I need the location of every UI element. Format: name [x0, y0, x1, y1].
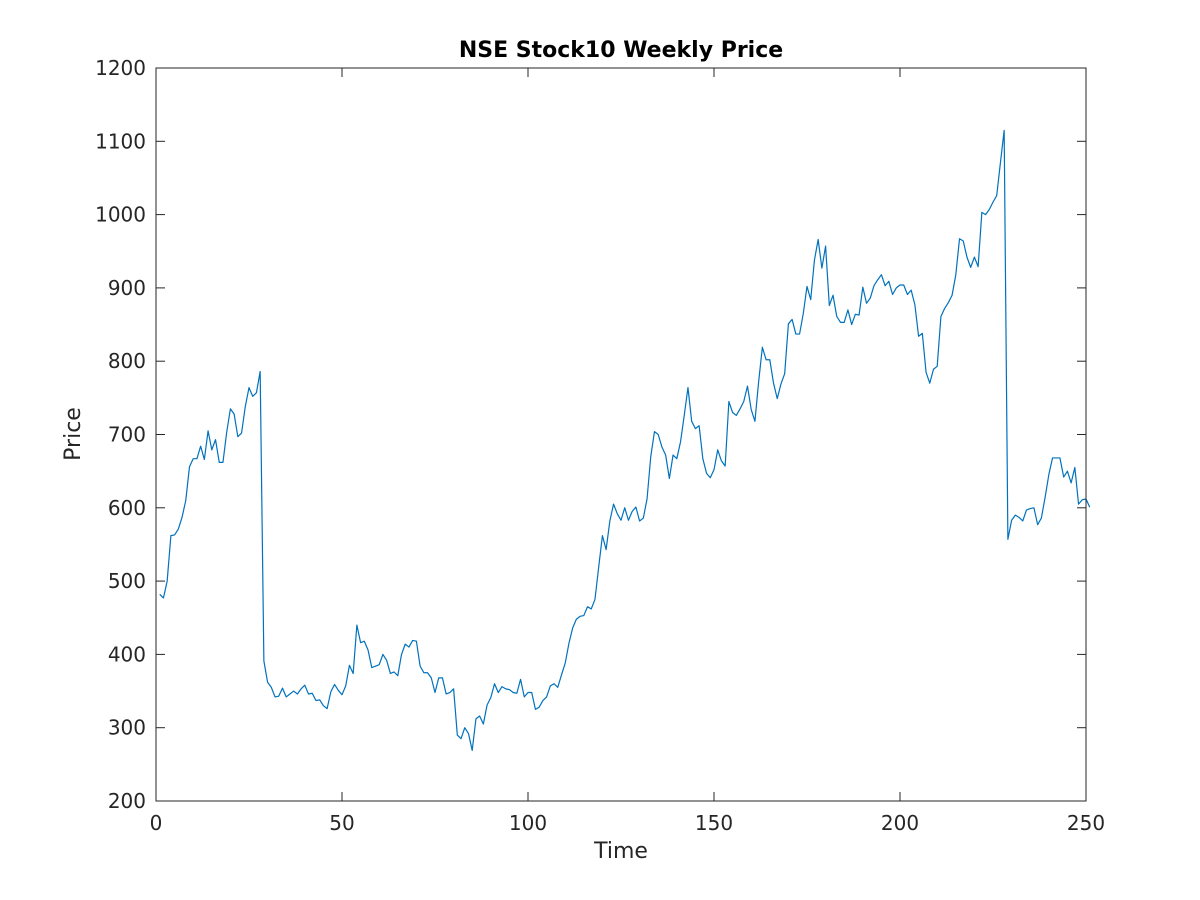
x-tick-label: 250 — [1067, 811, 1105, 835]
price-series-line — [159, 129, 1091, 752]
axis-tick-labels: 0 50 100 150 200 250 200 300 400 500 600 700 800 900 1… — [95, 56, 1105, 835]
y-tick-label: 900 — [108, 276, 146, 300]
y-tick-label: 1200 — [95, 56, 146, 80]
y-tick-label: 200 — [108, 789, 146, 813]
y-tick-label: 600 — [108, 496, 146, 520]
x-tick-label: 0 — [150, 811, 163, 835]
plot-area — [156, 68, 1086, 801]
y-tick-label: 400 — [108, 642, 146, 666]
y-tick-label: 500 — [108, 569, 146, 593]
y-tick-label: 800 — [108, 349, 146, 373]
plot-frame — [155, 67, 1087, 802]
y-axis-label: Price — [61, 407, 86, 461]
x-axis-label: Time — [593, 839, 648, 864]
chart-title: NSE Stock10 Weekly Price — [459, 38, 783, 63]
y-tick-label: 300 — [108, 716, 146, 740]
x-tick-label: 150 — [695, 811, 733, 835]
x-tick-label: 100 — [509, 811, 547, 835]
x-tick-label: 50 — [329, 811, 354, 835]
y-tick-label: 1000 — [95, 203, 146, 227]
x-tick-label: 200 — [881, 811, 919, 835]
y-tick-label: 700 — [108, 423, 146, 447]
y-tick-label: 1100 — [95, 129, 146, 153]
